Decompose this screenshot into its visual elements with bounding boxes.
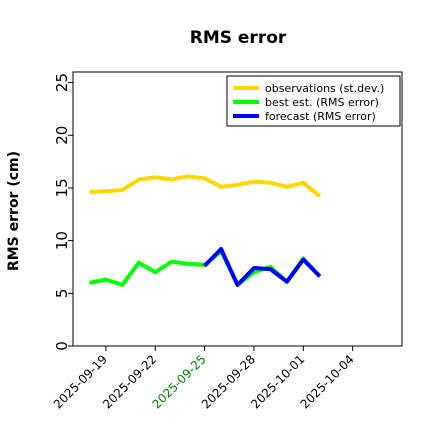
y-axis-label: RMS error (cm) — [6, 151, 22, 271]
plot-frame — [72, 71, 403, 347]
legend: observations (st.dev.)best est. (RMS err… — [226, 75, 401, 127]
legend-entry-label: best est. (RMS error) — [265, 96, 379, 109]
legend-entry-label: forecast (RMS error) — [265, 110, 376, 123]
series-line-3 — [203, 247, 322, 287]
chart-title: RMS error — [190, 28, 287, 48]
y-tick-label: 5 — [53, 289, 71, 299]
series-line-1 — [89, 174, 322, 198]
legend-entry-label: observations (st.dev.) — [265, 82, 384, 95]
y-tick-label: 25 — [53, 73, 71, 92]
y-tick-label: 20 — [53, 126, 71, 145]
y-tick-label: 15 — [53, 178, 71, 197]
y-tick-label: 0 — [53, 341, 71, 351]
y-tick-label: 10 — [53, 231, 71, 250]
